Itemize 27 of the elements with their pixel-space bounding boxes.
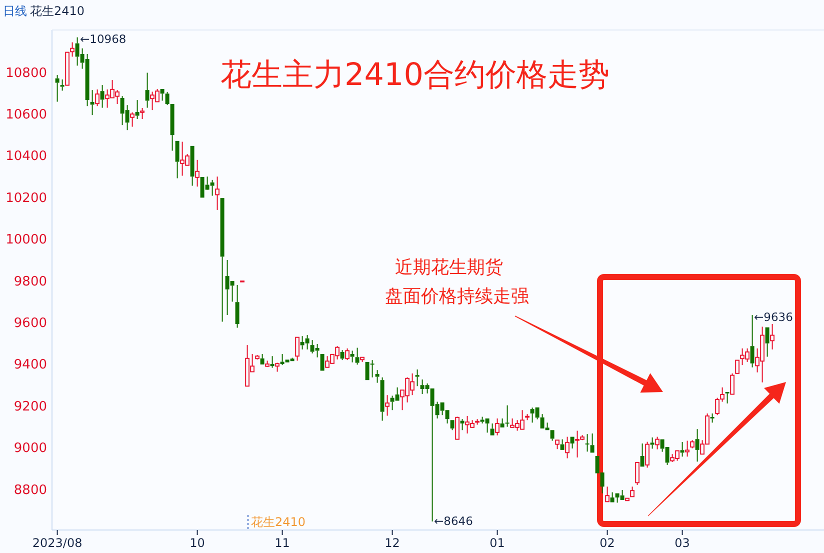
y-tick-label: 9000 xyxy=(14,441,47,456)
x-tick-label: 11 xyxy=(274,536,290,550)
annotation: 盘面价格持续走强 xyxy=(385,286,529,307)
y-tick-label: 10600 xyxy=(6,108,47,123)
x-tick-label: 03 xyxy=(674,536,690,550)
x-tick-label: 10 xyxy=(190,536,205,550)
y-tick-label: 10800 xyxy=(6,66,47,81)
text: 花生主力2410合约价格走势 xyxy=(220,57,610,93)
y-tick-label: 9400 xyxy=(14,358,47,373)
x-tick-label: 02 xyxy=(600,536,615,550)
annotation: ←10968 xyxy=(80,32,126,46)
y-tick-label: 10000 xyxy=(6,232,47,248)
y-tick-label: 9800 xyxy=(14,274,47,290)
y-tick-label: 9600 xyxy=(14,316,47,332)
x-tick-label: 12 xyxy=(384,536,400,550)
annotation: 花生2410 xyxy=(251,515,306,529)
x-tick-label: 2023/08 xyxy=(32,536,82,550)
y-tick-label: 9200 xyxy=(14,399,47,414)
y-tick-label: 10200 xyxy=(6,190,47,206)
y-tick-label: 10400 xyxy=(6,149,47,164)
annotation: 近期花生期货 xyxy=(395,257,503,278)
y-tick-label: 8800 xyxy=(14,482,47,498)
x-tick-label: 01 xyxy=(490,536,505,550)
annotation: ←8646 xyxy=(434,514,473,528)
text: 花生2410 xyxy=(30,4,85,18)
text: 日线 xyxy=(3,4,27,18)
annotation: ←9636 xyxy=(754,310,793,324)
